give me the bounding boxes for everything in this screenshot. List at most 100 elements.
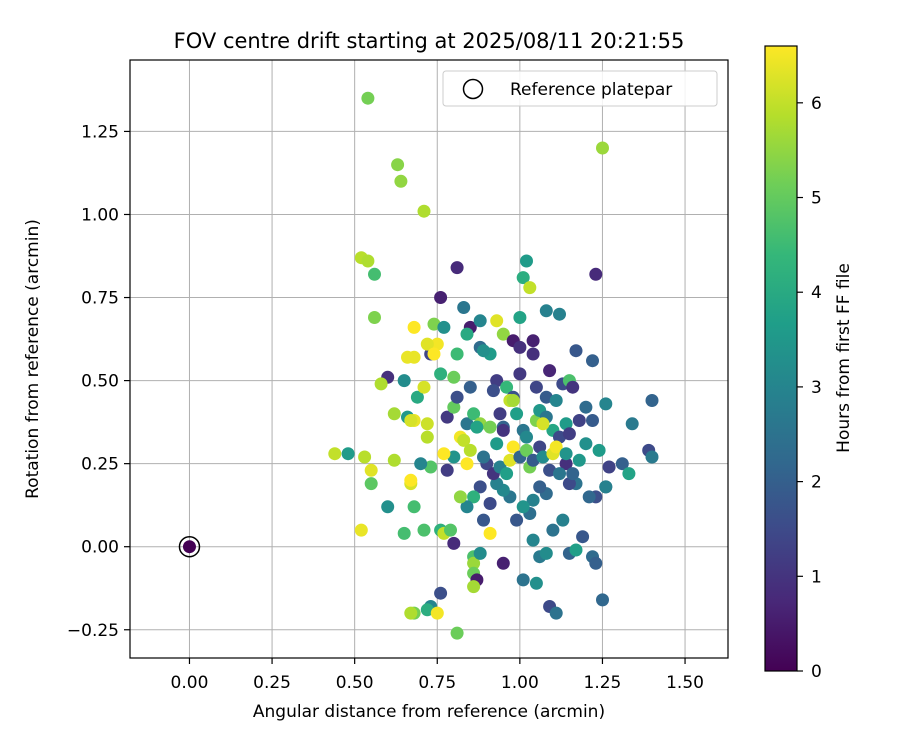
data-point — [546, 523, 560, 537]
data-point — [615, 457, 629, 471]
data-point — [434, 367, 448, 381]
y-tick-label: 0.00 — [81, 538, 119, 558]
y-tick-label: −0.25 — [67, 621, 119, 641]
data-point — [516, 500, 530, 514]
data-point — [450, 626, 464, 640]
colorbar: 0 1 2 3 4 5 6 Hours from first FF file — [764, 45, 854, 682]
data-point — [602, 460, 616, 474]
data-point — [536, 450, 550, 464]
colorbar-tick-label: 4 — [811, 283, 822, 303]
data-point — [483, 420, 497, 434]
data-point — [427, 317, 441, 331]
y-tick-label: 0.25 — [81, 455, 119, 475]
data-point — [576, 530, 590, 544]
data-point — [483, 526, 497, 540]
data-point — [566, 380, 580, 394]
data-point — [579, 437, 593, 451]
data-point — [440, 410, 454, 424]
data-point — [589, 267, 603, 281]
data-point — [364, 477, 378, 491]
data-point — [473, 314, 487, 328]
y-tick-label: 1.25 — [81, 122, 119, 142]
data-point — [463, 380, 477, 394]
data-point — [556, 513, 570, 527]
data-point — [582, 490, 596, 504]
data-point — [566, 467, 580, 481]
data-point — [562, 477, 576, 491]
colorbar-tick-label: 1 — [811, 567, 822, 587]
data-point — [526, 347, 540, 361]
data-point — [516, 271, 530, 285]
legend: Reference platepar — [442, 70, 718, 107]
data-point — [500, 380, 514, 394]
data-point — [513, 340, 527, 354]
data-point — [539, 304, 553, 318]
data-point — [397, 374, 411, 388]
data-point — [559, 417, 573, 431]
data-point — [520, 443, 533, 457]
data-point — [543, 463, 557, 477]
data-point — [543, 364, 557, 378]
data-point — [526, 533, 540, 547]
data-point — [404, 606, 418, 620]
x-tick-label: 0.50 — [336, 673, 374, 693]
data-point — [427, 347, 441, 361]
data-point — [572, 453, 586, 467]
data-point — [536, 417, 550, 431]
data-point — [506, 394, 520, 407]
data-point — [510, 407, 524, 421]
data-point — [539, 390, 553, 404]
data-point — [467, 407, 481, 421]
x-tick-label: 0.75 — [418, 673, 456, 693]
data-point — [520, 430, 533, 444]
data-point — [490, 477, 504, 491]
data-points — [328, 91, 659, 640]
data-point — [460, 327, 474, 341]
data-point — [341, 447, 355, 461]
data-point — [589, 556, 603, 570]
data-point — [586, 414, 599, 427]
data-point — [361, 91, 375, 105]
data-point — [483, 497, 497, 510]
data-point — [417, 523, 431, 537]
data-point — [569, 543, 583, 557]
data-point — [506, 440, 520, 454]
data-point — [387, 407, 401, 421]
data-point — [450, 347, 464, 361]
data-point — [397, 526, 411, 540]
data-point — [437, 320, 451, 334]
data-point — [526, 453, 540, 467]
data-point — [470, 420, 484, 434]
colorbar-tick-label: 0 — [811, 662, 822, 682]
data-point — [493, 407, 507, 421]
data-point — [503, 453, 517, 467]
data-point — [523, 281, 537, 295]
data-point — [457, 301, 471, 314]
data-point — [440, 463, 454, 477]
reference-point — [182, 540, 196, 554]
data-point — [549, 440, 563, 454]
colorbar-tick-label: 3 — [811, 378, 822, 398]
data-point — [434, 291, 448, 304]
data-point — [420, 430, 434, 444]
data-point — [477, 344, 490, 358]
data-point — [596, 141, 609, 155]
colorbar-gradient — [764, 45, 798, 672]
data-point — [361, 254, 375, 268]
colorbar-tick-label: 5 — [811, 189, 822, 209]
data-point — [490, 374, 504, 388]
data-point — [516, 573, 530, 587]
data-point — [592, 443, 606, 457]
data-point — [496, 423, 510, 437]
x-tick-label: 0.25 — [253, 673, 291, 693]
data-point — [533, 480, 547, 494]
data-point — [434, 586, 448, 600]
data-point — [510, 513, 524, 527]
data-point — [529, 576, 543, 590]
data-point — [381, 500, 395, 514]
data-point — [473, 546, 487, 560]
data-point — [529, 380, 543, 394]
data-point — [599, 480, 613, 494]
data-point — [549, 606, 563, 620]
data-point — [622, 467, 636, 481]
